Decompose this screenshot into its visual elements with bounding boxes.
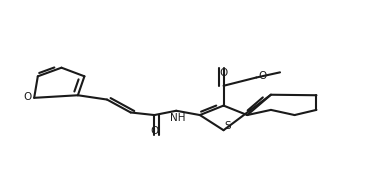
Text: O: O <box>23 92 32 102</box>
Text: O: O <box>150 125 159 136</box>
Text: O: O <box>219 68 228 78</box>
Text: NH: NH <box>170 113 185 123</box>
Text: O: O <box>259 71 267 81</box>
Text: S: S <box>225 121 231 131</box>
